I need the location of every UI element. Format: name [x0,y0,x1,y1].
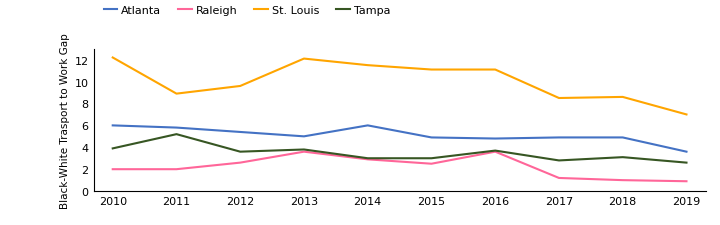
St. Louis [554,97,563,100]
St. Louis [427,69,436,72]
Legend: Atlanta, Raleigh, St. Louis, Tampa: Atlanta, Raleigh, St. Louis, Tampa [99,1,395,20]
Y-axis label: Black-White Trasport to Work Gap: Black-White Trasport to Work Gap [60,33,71,208]
Line: Atlanta: Atlanta [113,126,686,152]
Atlanta [618,137,627,139]
Tampa [109,147,117,150]
Atlanta [427,137,436,139]
Atlanta [109,124,117,127]
St. Louis [364,65,372,67]
Raleigh [300,151,308,153]
Raleigh [364,158,372,161]
Tampa [300,148,308,151]
Line: St. Louis: St. Louis [113,58,686,115]
Tampa [618,156,627,159]
Tampa [682,162,690,164]
Line: Raleigh: Raleigh [113,152,686,181]
Raleigh [491,151,500,153]
Raleigh [236,162,245,164]
Tampa [491,150,500,152]
Atlanta [682,151,690,153]
Tampa [236,151,245,153]
St. Louis [236,85,245,88]
Tampa [172,133,181,136]
Atlanta [364,124,372,127]
St. Louis [618,96,627,99]
Raleigh [427,163,436,165]
Atlanta [236,131,245,134]
Raleigh [554,177,563,180]
St. Louis [109,57,117,60]
Tampa [554,159,563,162]
St. Louis [491,69,500,72]
Atlanta [172,127,181,129]
Atlanta [300,135,308,138]
St. Louis [682,114,690,116]
Raleigh [682,180,690,183]
Raleigh [172,168,181,171]
Atlanta [491,137,500,140]
Atlanta [554,137,563,139]
Tampa [364,157,372,160]
Raleigh [109,168,117,171]
Tampa [427,157,436,160]
Line: Tampa: Tampa [113,135,686,163]
St. Louis [172,93,181,96]
Raleigh [618,179,627,182]
St. Louis [300,58,308,61]
